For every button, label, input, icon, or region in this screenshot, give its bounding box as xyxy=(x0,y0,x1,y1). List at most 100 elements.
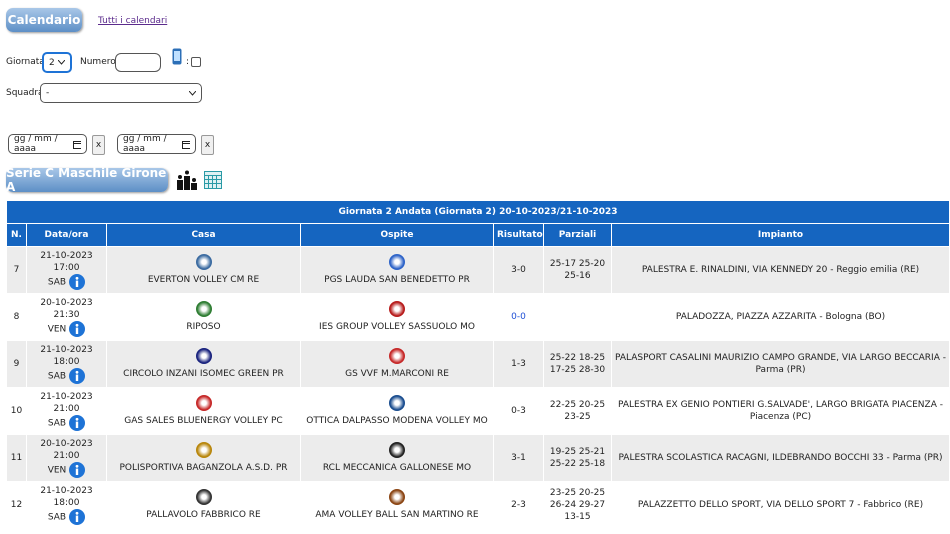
info-icon[interactable] xyxy=(69,462,86,479)
date-from[interactable]: gg / mm / aaaa xyxy=(8,134,87,154)
set-scores: 23-25 20-25 26-24 29-27 13-15 xyxy=(543,481,612,529)
match-row: 12 21-10-2023 18:00 SAB PALLAVOLO FABBRICO … xyxy=(6,481,950,529)
home-team-cell: RIPOSO xyxy=(106,293,301,341)
match-day-line: SAB xyxy=(30,415,103,432)
away-team[interactable]: PGS LAUDA SAN BENEDETTO PR xyxy=(324,274,470,285)
calendar-icon xyxy=(182,140,190,149)
match-day-line: VEN xyxy=(30,321,103,338)
home-team[interactable]: POLISPORTIVA BAGANZOLA A.S.D. PR xyxy=(119,462,288,473)
match-date-cell: 20-10-2023 21:00 VEN xyxy=(26,434,107,482)
squadra-label: Squadra: xyxy=(6,88,47,98)
match-row: 9 21-10-2023 18:00 SAB CIRCOLO INZANI ISOME… xyxy=(6,340,950,388)
away-team[interactable]: IES GROUP VOLLEY SASSUOLO MO xyxy=(319,321,475,332)
match-day-line: SAB xyxy=(30,368,103,385)
match-datetime: 20-10-2023 21:30 xyxy=(40,297,93,320)
match-datetime: 21-10-2023 21:00 xyxy=(40,391,93,414)
result: 3-0 xyxy=(493,246,544,294)
home-team-logo xyxy=(195,253,212,270)
home-team[interactable]: EVERTON VOLLEY CM RE xyxy=(147,274,260,285)
column-header: Parziali xyxy=(543,223,612,247)
home-team[interactable]: RIPOSO xyxy=(186,321,221,332)
numero-label: Numero: xyxy=(80,57,119,67)
away-team-logo xyxy=(389,347,405,364)
result-value[interactable]: 3-1 xyxy=(511,452,526,463)
match-number: 8 xyxy=(6,293,27,341)
away-team[interactable]: OTTICA DALPASSO MODENA VOLLEY MO xyxy=(306,415,488,426)
date-to[interactable]: gg / mm / aaaa xyxy=(117,134,196,154)
away-team-logo xyxy=(389,300,405,317)
result-value[interactable]: 0-0 xyxy=(511,311,526,322)
calendar-icon xyxy=(73,140,81,149)
match-day-line: SAB xyxy=(30,274,103,291)
mobile-checkbox[interactable] xyxy=(191,57,201,67)
column-header: Data/ora xyxy=(26,223,107,247)
match-row: 10 21-10-2023 21:00 SAB GAS SALES BLUENERGY… xyxy=(6,387,950,435)
match-row: 7 21-10-2023 17:00 SAB EVERTON VOLLEY CM RE… xyxy=(6,246,950,294)
set-scores xyxy=(543,293,612,341)
venue: PALESTRA EX GENIO PONTIERI G.SALVADE', L… xyxy=(611,387,950,435)
result: 2-3 xyxy=(493,481,544,529)
match-row: 8 20-10-2023 21:30 VEN RIPOSO IES GROUP VOLL… xyxy=(6,293,950,341)
result-value[interactable]: 0-3 xyxy=(511,405,526,416)
standings-icon[interactable] xyxy=(177,170,197,190)
match-number: 11 xyxy=(6,434,27,482)
match-number: 9 xyxy=(6,340,27,388)
away-team[interactable]: GS VVF M.MARCONI RE xyxy=(345,368,449,379)
chevron xyxy=(189,90,196,96)
squadra-select[interactable]: - xyxy=(40,83,202,103)
away-team-cell: PGS LAUDA SAN BENEDETTO PR xyxy=(300,246,494,294)
set-scores-text: 22-25 20-25 23-25 xyxy=(549,399,606,422)
chevron xyxy=(58,60,65,65)
header-row: N. Data/ora Casa Ospite Risultato Parziali Imp… xyxy=(6,223,950,247)
home-team-cell: CIRCOLO INZANI ISOMEC GREEN PR xyxy=(106,340,301,388)
giornata-select[interactable]: 2 xyxy=(42,52,72,73)
home-team-cell: EVERTON VOLLEY CM RE xyxy=(106,246,301,294)
venue: PALAZZETTO DELLO SPORT, VIA DELLO SPORT … xyxy=(611,481,950,529)
info-icon[interactable] xyxy=(69,274,86,291)
mobile-icon xyxy=(172,48,182,65)
clear-date-to[interactable]: x xyxy=(201,135,214,155)
column-header: Risultato xyxy=(493,223,544,247)
set-scores-text: 25-22 18-25 17-25 28-30 xyxy=(549,352,606,375)
result-value[interactable]: 2-3 xyxy=(511,499,526,510)
home-team[interactable]: PALLAVOLO FABBRICO RE xyxy=(146,509,261,520)
info-icon[interactable] xyxy=(69,368,86,385)
venue: PALESTRA SCOLASTICA RACAGNI, ILDEBRANDO … xyxy=(611,434,950,482)
column-header: N. xyxy=(6,223,27,247)
result-value[interactable]: 1-3 xyxy=(511,358,526,369)
clear-date-from[interactable]: x xyxy=(92,135,105,155)
page-title: Calendario xyxy=(6,8,82,32)
match-day: VEN xyxy=(47,465,67,476)
info-icon[interactable] xyxy=(69,509,86,526)
match-day-line: VEN xyxy=(30,462,103,479)
column-header: Casa xyxy=(106,223,301,247)
match-date-cell: 21-10-2023 18:00 SAB xyxy=(26,340,107,388)
numero-input[interactable] xyxy=(115,53,161,72)
away-team[interactable]: AMA VOLLEY BALL SAN MARTINO RE xyxy=(315,509,479,520)
info-icon[interactable] xyxy=(69,321,86,338)
match-day: SAB xyxy=(47,371,67,382)
calendar-grid-icon[interactable] xyxy=(204,171,222,189)
home-team-logo xyxy=(195,347,212,364)
match-number: 12 xyxy=(6,481,27,529)
set-scores: 19-25 25-21 25-22 25-18 xyxy=(543,434,612,482)
date-placeholder: gg / mm / aaaa xyxy=(14,134,58,154)
away-team-cell: IES GROUP VOLLEY SASSUOLO MO xyxy=(300,293,494,341)
home-team-logo xyxy=(195,300,212,317)
all-calendars-link[interactable]: Tutti i calendari xyxy=(98,16,168,26)
home-team[interactable]: CIRCOLO INZANI ISOMEC GREEN PR xyxy=(123,368,284,379)
match-number: 10 xyxy=(6,387,27,435)
date-placeholder: gg / mm / aaaa xyxy=(123,134,167,154)
home-team-cell: POLISPORTIVA BAGANZOLA A.S.D. PR xyxy=(106,434,301,482)
match-number: 7 xyxy=(6,246,27,294)
home-team[interactable]: GAS SALES BLUENERGY VOLLEY PC xyxy=(124,415,283,426)
away-team-logo xyxy=(389,488,405,505)
venue: PALASPORT CASALINI MAURIZIO CAMPO GRANDE… xyxy=(611,340,950,388)
match-day: SAB xyxy=(47,512,67,523)
home-team-cell: GAS SALES BLUENERGY VOLLEY PC xyxy=(106,387,301,435)
away-team[interactable]: RCL MECCANICA GALLONESE MO xyxy=(322,462,472,473)
info-icon[interactable] xyxy=(69,415,86,432)
away-team-cell: OTTICA DALPASSO MODENA VOLLEY MO xyxy=(300,387,494,435)
result-value[interactable]: 3-0 xyxy=(511,264,526,275)
